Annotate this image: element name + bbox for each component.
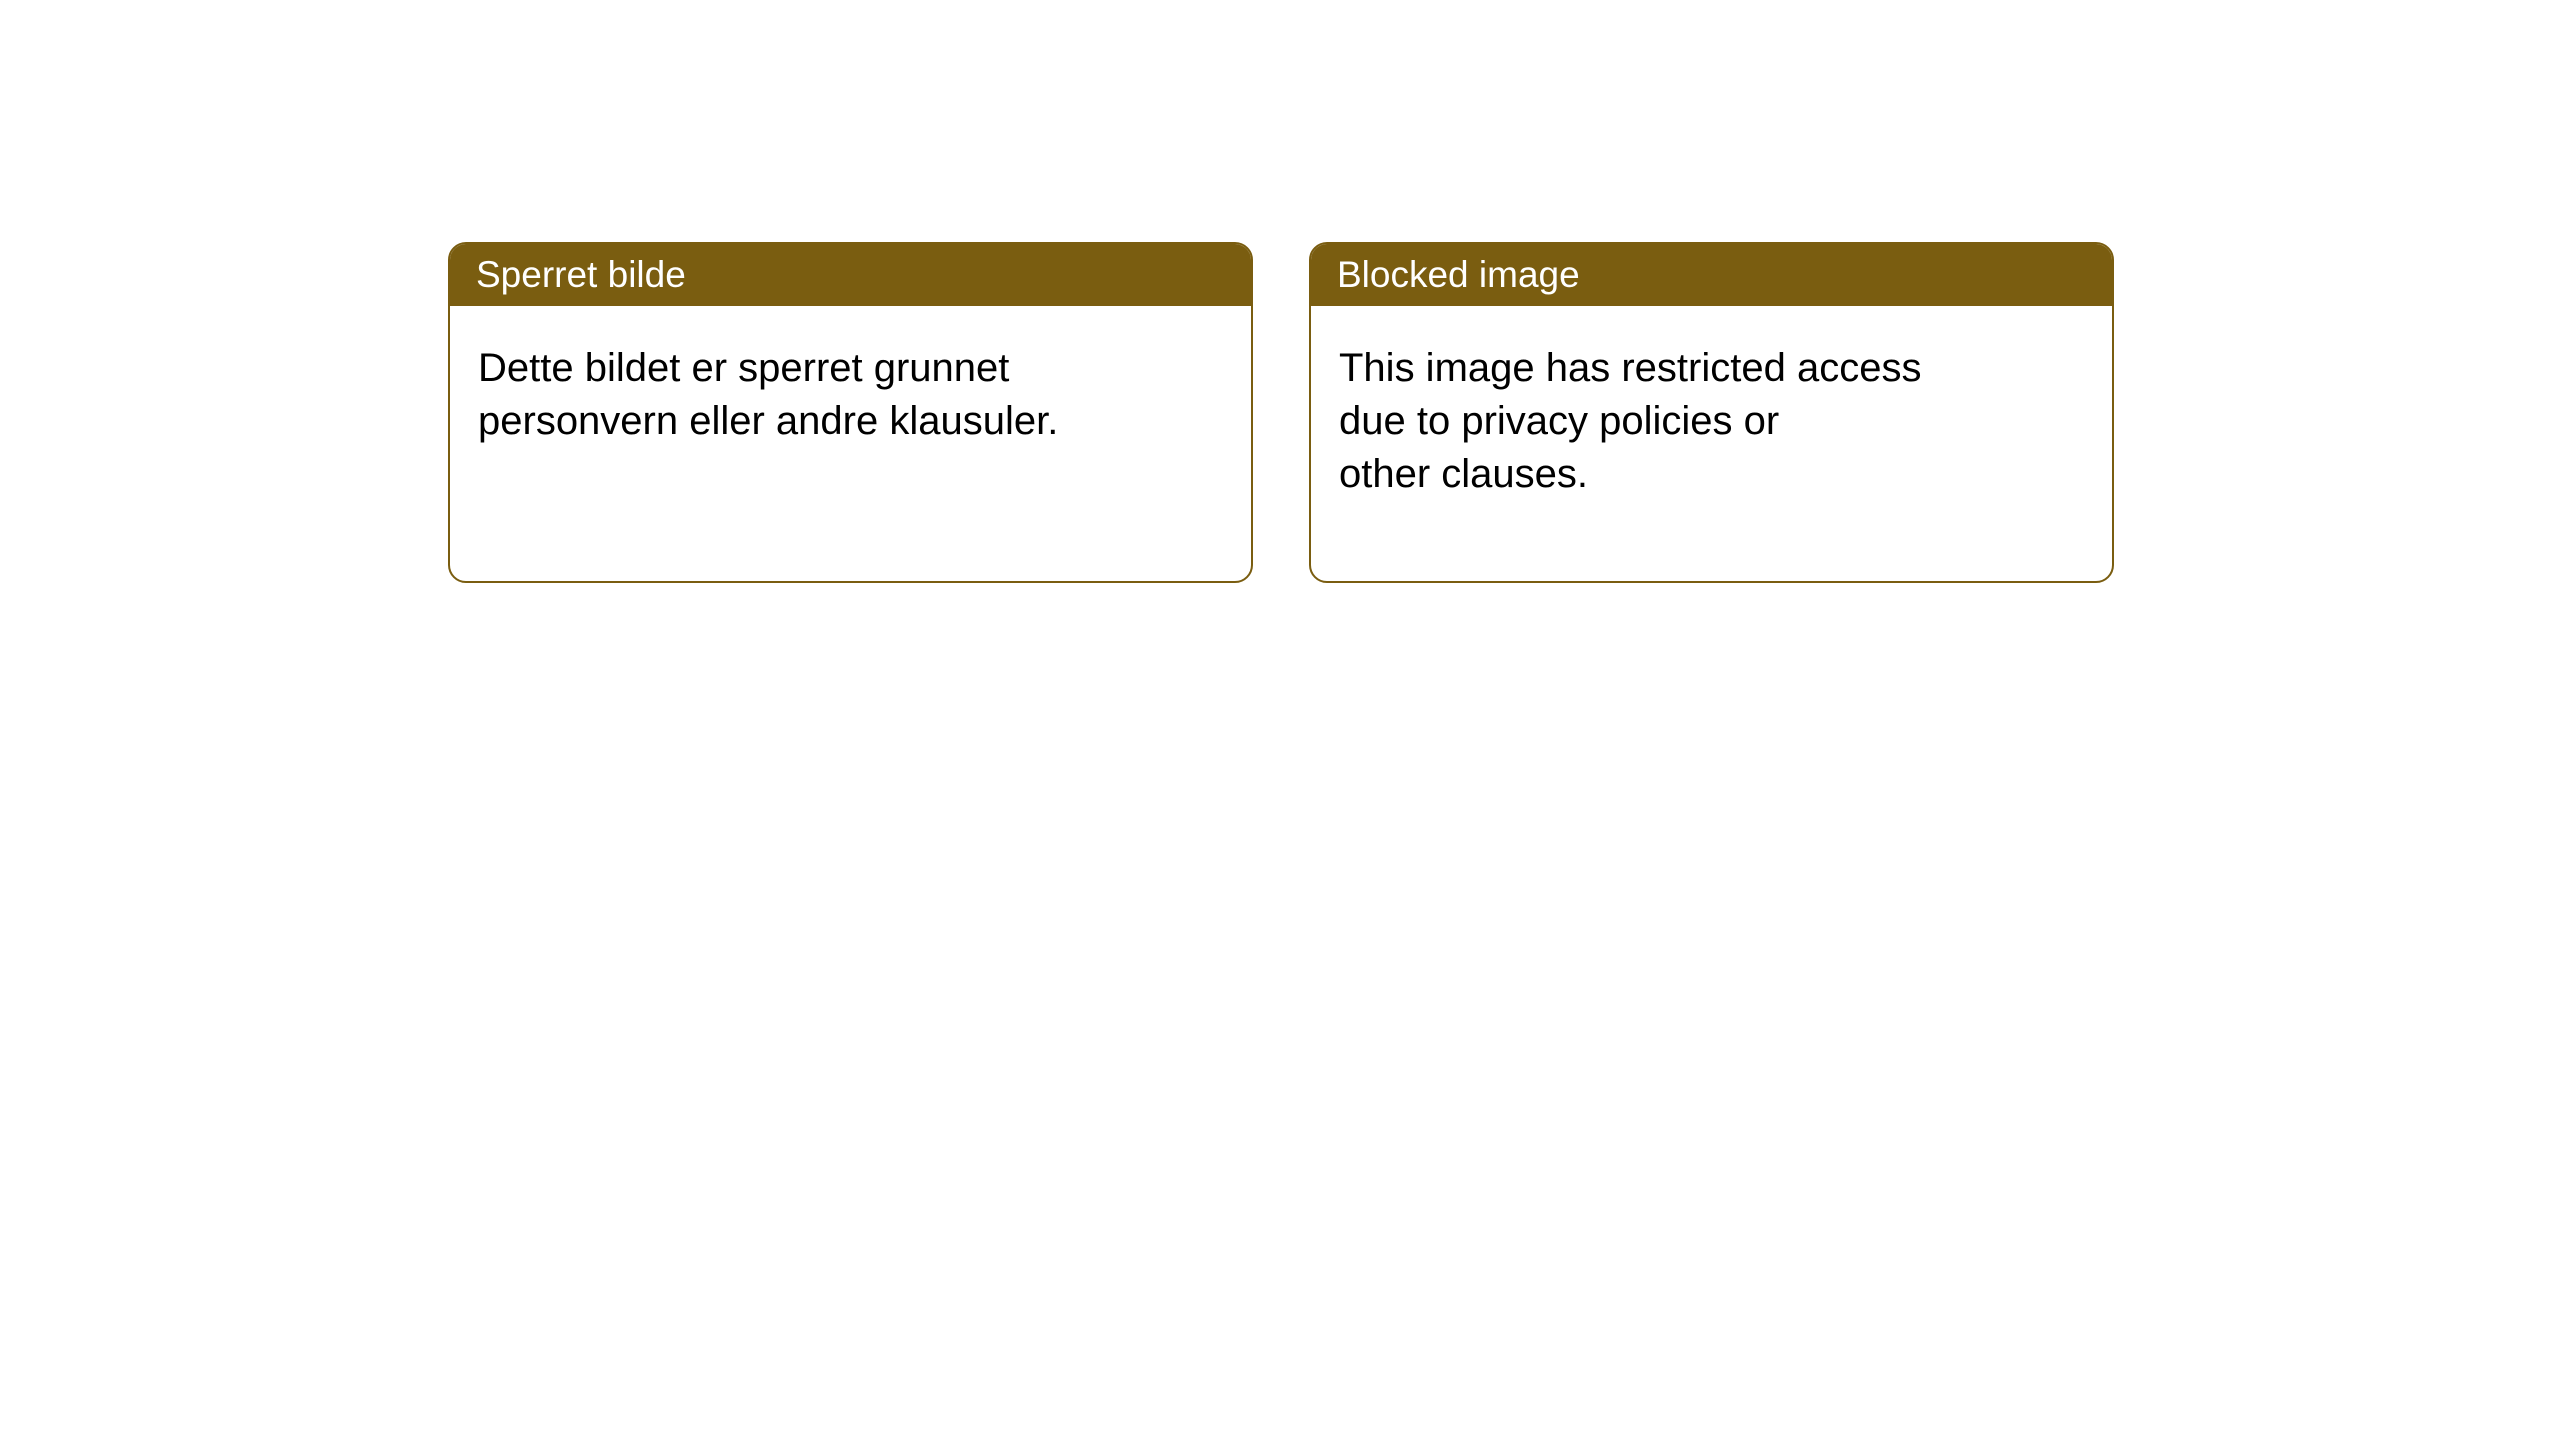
card-body: This image has restricted access due to … xyxy=(1311,306,2112,581)
card-body: Dette bildet er sperret grunnet personve… xyxy=(450,306,1251,581)
card-title: Sperret bilde xyxy=(476,254,686,295)
card-message: This image has restricted access due to … xyxy=(1339,342,1999,500)
card-title: Blocked image xyxy=(1337,254,1580,295)
card-header: Sperret bilde xyxy=(450,244,1251,306)
blocked-image-card-norwegian: Sperret bilde Dette bildet er sperret gr… xyxy=(448,242,1253,583)
blocked-image-card-english: Blocked image This image has restricted … xyxy=(1309,242,2114,583)
card-message: Dette bildet er sperret grunnet personve… xyxy=(478,342,1138,448)
notice-container: Sperret bilde Dette bildet er sperret gr… xyxy=(0,0,2560,583)
card-header: Blocked image xyxy=(1311,244,2112,306)
